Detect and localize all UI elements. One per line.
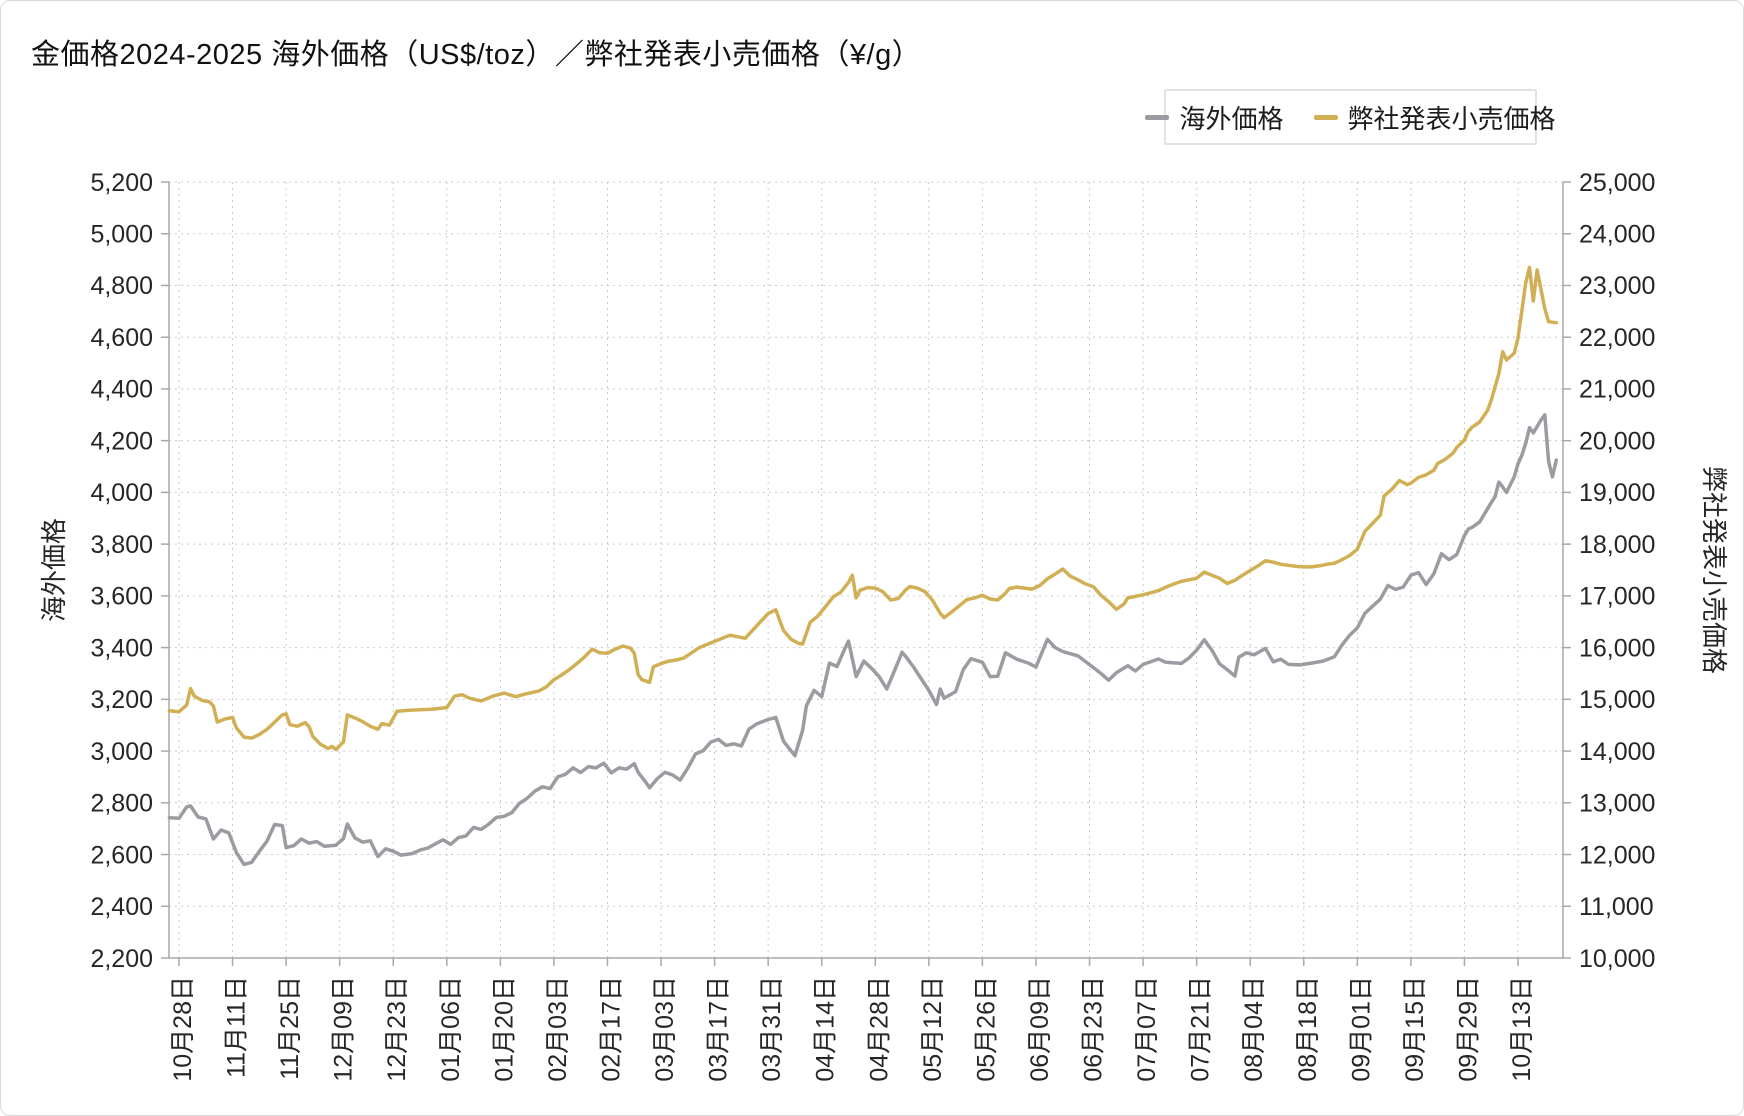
x-axis-tick-label: 08月18日 <box>1294 976 1322 1082</box>
right-axis-tick-label: 24,000 <box>1579 220 1655 248</box>
x-axis-tick-label: 09月29日 <box>1454 976 1482 1082</box>
left-axis-tick-label: 2,800 <box>90 790 153 818</box>
right-axis-tick-label: 13,000 <box>1579 790 1655 818</box>
left-axis-tick-label: 4,200 <box>90 427 153 455</box>
x-axis-tick-label: 05月12日 <box>919 976 947 1082</box>
x-axis-tick-label: 03月17日 <box>705 976 733 1082</box>
left-axis-tick-label: 5,200 <box>90 169 153 197</box>
x-axis-tick-label: 10月28日 <box>169 976 197 1082</box>
x-axis-tick-label: 12月23日 <box>383 976 411 1082</box>
left-axis-tick-label: 2,200 <box>90 945 153 973</box>
right-axis-tick-label: 20,000 <box>1579 427 1655 455</box>
x-axis-tick-label: 09月15日 <box>1401 976 1429 1082</box>
x-axis-tick-label: 01月06日 <box>437 976 465 1082</box>
overseas-series-swatch <box>1145 114 1170 120</box>
x-axis-tick-label: 06月09日 <box>1026 976 1054 1082</box>
x-axis-tick-label: 03月03日 <box>651 976 679 1082</box>
x-axis-tick-label: 03月31日 <box>758 976 786 1082</box>
left-axis-tick-label: 4,600 <box>90 324 153 352</box>
right-axis-tick-label: 16,000 <box>1579 634 1655 662</box>
right-axis-tick-label: 25,000 <box>1579 169 1655 197</box>
right-axis-title: 弊社発表小売価格 <box>1699 466 1729 674</box>
legend-item-overseas: 海外価格 <box>1145 99 1284 136</box>
right-axis-tick-label: 23,000 <box>1579 272 1655 300</box>
right-axis-tick-label: 17,000 <box>1579 583 1655 611</box>
left-axis-tick-label: 3,200 <box>90 686 153 714</box>
retail-price-line <box>167 265 1559 752</box>
x-axis-tick-label: 05月26日 <box>972 976 1000 1082</box>
left-axis-tick-label: 2,400 <box>90 893 153 921</box>
x-axis-tick-label: 06月23日 <box>1080 976 1108 1082</box>
x-axis-tick-label: 04月28日 <box>865 976 893 1082</box>
left-axis-tick-label: 5,000 <box>90 220 153 248</box>
left-axis-tick-label: 2,600 <box>90 841 153 869</box>
x-axis-tick-label: 10月13日 <box>1508 976 1536 1082</box>
left-axis-tick-label: 3,400 <box>90 634 153 662</box>
right-axis-tick-label: 12,000 <box>1579 841 1655 869</box>
right-axis-tick-label: 19,000 <box>1579 479 1655 507</box>
right-axis-tick-label: 22,000 <box>1579 324 1655 352</box>
x-axis-tick-label: 04月14日 <box>812 976 840 1082</box>
right-axis-tick-label: 10,000 <box>1579 945 1655 973</box>
right-axis-tick-label: 11,000 <box>1579 893 1654 921</box>
chart-title: 金価格2024-2025 海外価格（US$/toz）／弊社発表小売価格（¥/g） <box>31 39 922 71</box>
x-axis-tick-label: 09月01日 <box>1347 976 1375 1082</box>
legend: 海外価格 弊社発表小売価格 <box>1145 89 1556 145</box>
left-axis-tick-label: 4,800 <box>90 272 153 300</box>
overseas-price-line <box>167 413 1559 867</box>
left-axis-tick-label: 4,000 <box>90 479 153 507</box>
retail-series-label: 弊社発表小売価格 <box>1347 103 1556 134</box>
x-axis-tick-label: 12月09日 <box>330 976 358 1082</box>
x-axis-tick-label: 11月25日 <box>276 976 304 1080</box>
overseas-series-label: 海外価格 <box>1179 103 1284 134</box>
right-axis-tick-label: 18,000 <box>1579 531 1655 559</box>
x-axis-tick-label: 07月21日 <box>1187 976 1215 1082</box>
right-axis-tick-label: 15,000 <box>1579 686 1655 714</box>
x-axis-tick-label: 01月20日 <box>490 976 518 1082</box>
left-axis-title: 海外価格 <box>39 518 69 622</box>
x-axis-tick-label: 07月07日 <box>1133 976 1161 1082</box>
legend-item-retail: 弊社発表小売価格 <box>1313 99 1556 136</box>
x-axis-tick-label: 08月04日 <box>1240 976 1268 1082</box>
left-axis-tick-label: 4,400 <box>90 376 153 404</box>
left-axis-tick-label: 3,000 <box>90 738 153 766</box>
retail-series-swatch <box>1313 114 1338 120</box>
left-axis-tick-label: 3,600 <box>90 583 153 611</box>
x-axis-tick-label: 02月17日 <box>597 976 625 1082</box>
x-axis-tick-label: 02月03日 <box>544 976 572 1082</box>
right-axis-tick-label: 14,000 <box>1579 738 1655 766</box>
x-axis-tick-label: 11月11日 <box>223 976 251 1078</box>
left-axis-tick-label: 3,800 <box>90 531 153 559</box>
right-axis-tick-label: 21,000 <box>1579 376 1655 404</box>
